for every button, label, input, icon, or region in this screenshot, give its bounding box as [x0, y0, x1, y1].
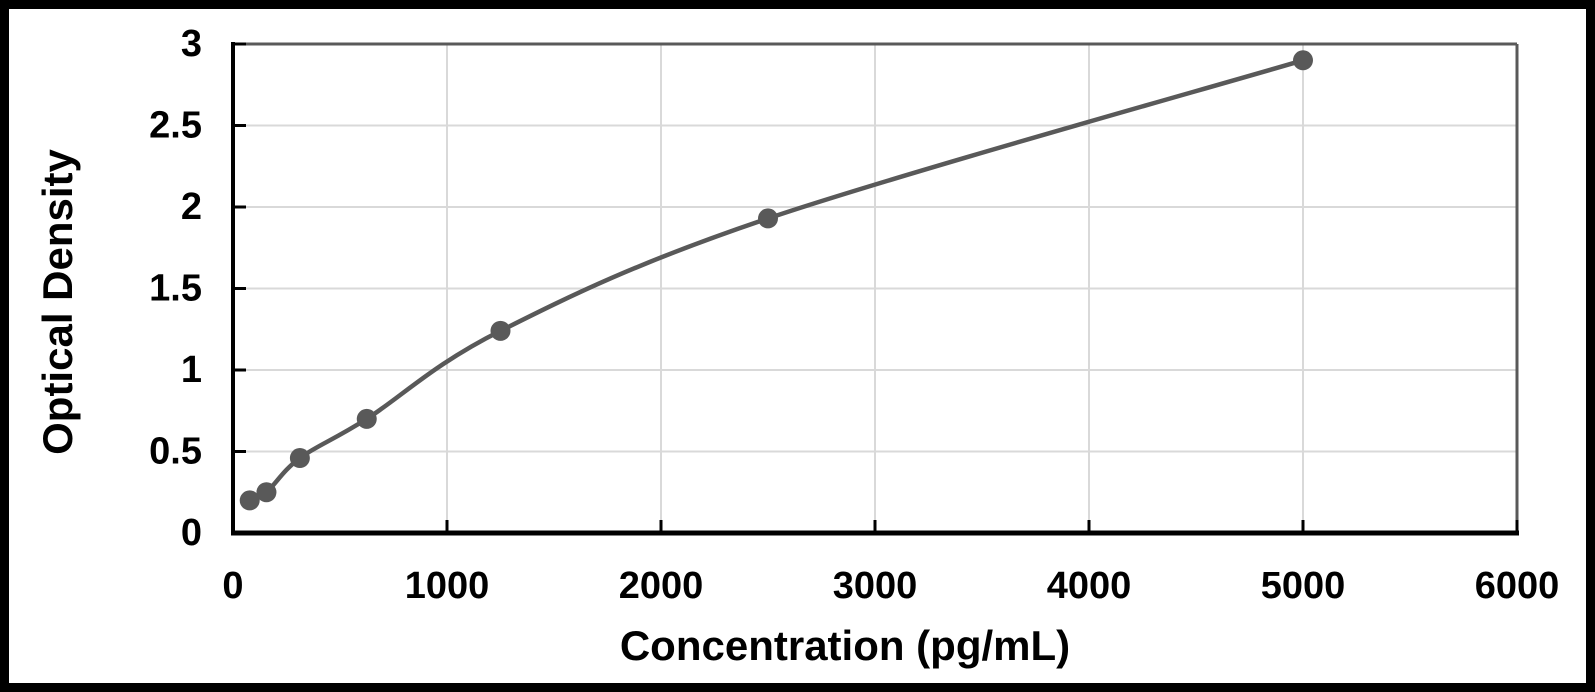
data-point — [1293, 50, 1313, 71]
x-tick-label: 3000 — [833, 565, 918, 607]
x-tick-label: 0 — [222, 565, 243, 607]
y-tick-label: 1.5 — [149, 268, 202, 310]
elisa-standard-curve-chart: 0 0.5 1 1.5 2 2.5 3 0 1000 2000 3000 4000 5000 6000 Co… — [34, 23, 1560, 669]
x-tick-label: 2000 — [619, 565, 704, 607]
data-point — [356, 408, 377, 429]
y-tick-label: 0 — [181, 512, 202, 554]
data-point — [490, 320, 511, 341]
data-point — [758, 208, 778, 229]
y-tick-label: 0.5 — [149, 431, 202, 473]
x-tick-label: 4000 — [1047, 565, 1132, 607]
x-axis-title: Concentration (pg/mL) — [620, 622, 1070, 669]
y-axis-title: Optical Density — [34, 148, 81, 454]
y-tick-label: 1 — [181, 349, 202, 391]
x-tick-label: 6000 — [1475, 565, 1560, 607]
x-tick-label: 1000 — [405, 565, 490, 607]
y-tick-label: 2.5 — [149, 105, 202, 147]
data-point — [239, 490, 260, 511]
x-tick-label: 5000 — [1261, 565, 1346, 607]
data-point — [256, 482, 277, 503]
data-point — [289, 448, 310, 469]
y-tick-label: 3 — [181, 23, 202, 65]
y-tick-label: 2 — [181, 186, 202, 228]
